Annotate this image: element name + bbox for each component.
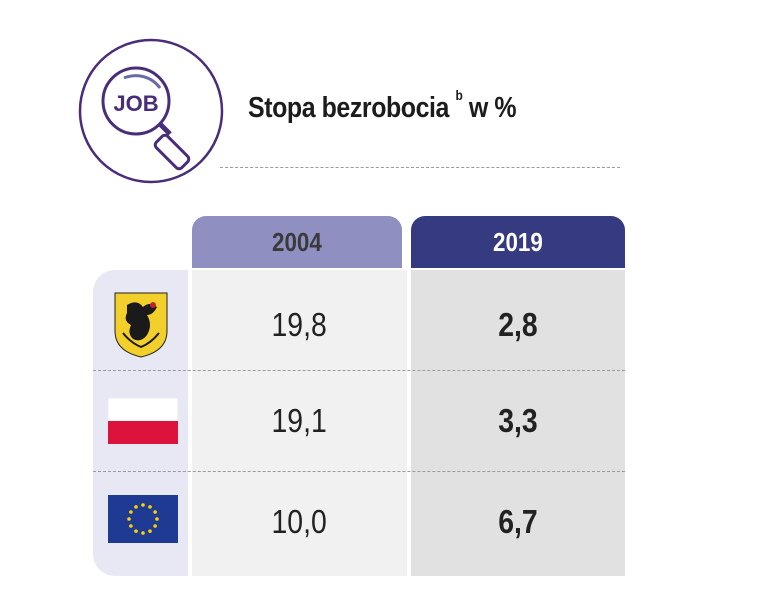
value-text: 19,1 — [271, 402, 328, 439]
job-search-icon: JOB — [78, 38, 224, 184]
column-header-2004: 2004 — [192, 216, 402, 268]
job-label: JOB — [113, 91, 158, 116]
title-divider — [220, 167, 620, 168]
eu-star-icon — [141, 531, 145, 535]
column-2004-body — [192, 270, 407, 576]
title-text: Stopa bezrobocia — [248, 92, 449, 124]
eu-star-icon — [141, 503, 145, 507]
column-header-label: 2019 — [493, 226, 543, 257]
value-2019-polska: 3,3 — [411, 371, 625, 471]
value-text: 6,7 — [498, 503, 538, 540]
chart-title: Stopa bezrobocia b w % — [248, 87, 517, 125]
value-2019-pomorskie: 2,8 — [411, 275, 625, 375]
column-header-2019: 2019 — [411, 216, 625, 268]
value-text: 19,8 — [271, 306, 328, 343]
poland-flag-icon — [108, 398, 178, 444]
value-text: 10,0 — [271, 503, 328, 540]
eu-star-icon — [129, 510, 133, 514]
value-text: 3,3 — [498, 402, 538, 439]
value-2019-ue: 6,7 — [411, 472, 625, 572]
row-divider — [93, 471, 625, 472]
eu-star-icon — [148, 529, 152, 533]
eu-star-icon — [134, 529, 138, 533]
value-text: 2,8 — [498, 306, 538, 343]
column-2019-body — [411, 270, 625, 576]
eu-star-icon — [155, 517, 159, 521]
eu-star-icon — [148, 505, 152, 509]
column-header-label: 2004 — [272, 226, 322, 257]
eu-star-icon — [129, 524, 133, 528]
eu-flag-icon — [108, 495, 178, 543]
eu-star-icon — [153, 524, 157, 528]
eu-star-icon — [127, 517, 131, 521]
value-2004-polska: 19,1 — [192, 371, 407, 471]
title-footnote: b — [455, 87, 463, 104]
eu-star-icon — [134, 505, 138, 509]
row-divider — [93, 370, 625, 371]
title-unit: w % — [468, 92, 517, 124]
pomeranian-griffin-coat-of-arms-icon — [114, 292, 168, 358]
eu-star-icon — [153, 510, 157, 514]
value-2004-ue: 10,0 — [192, 472, 407, 572]
value-2004-pomorskie: 19,8 — [192, 275, 407, 375]
